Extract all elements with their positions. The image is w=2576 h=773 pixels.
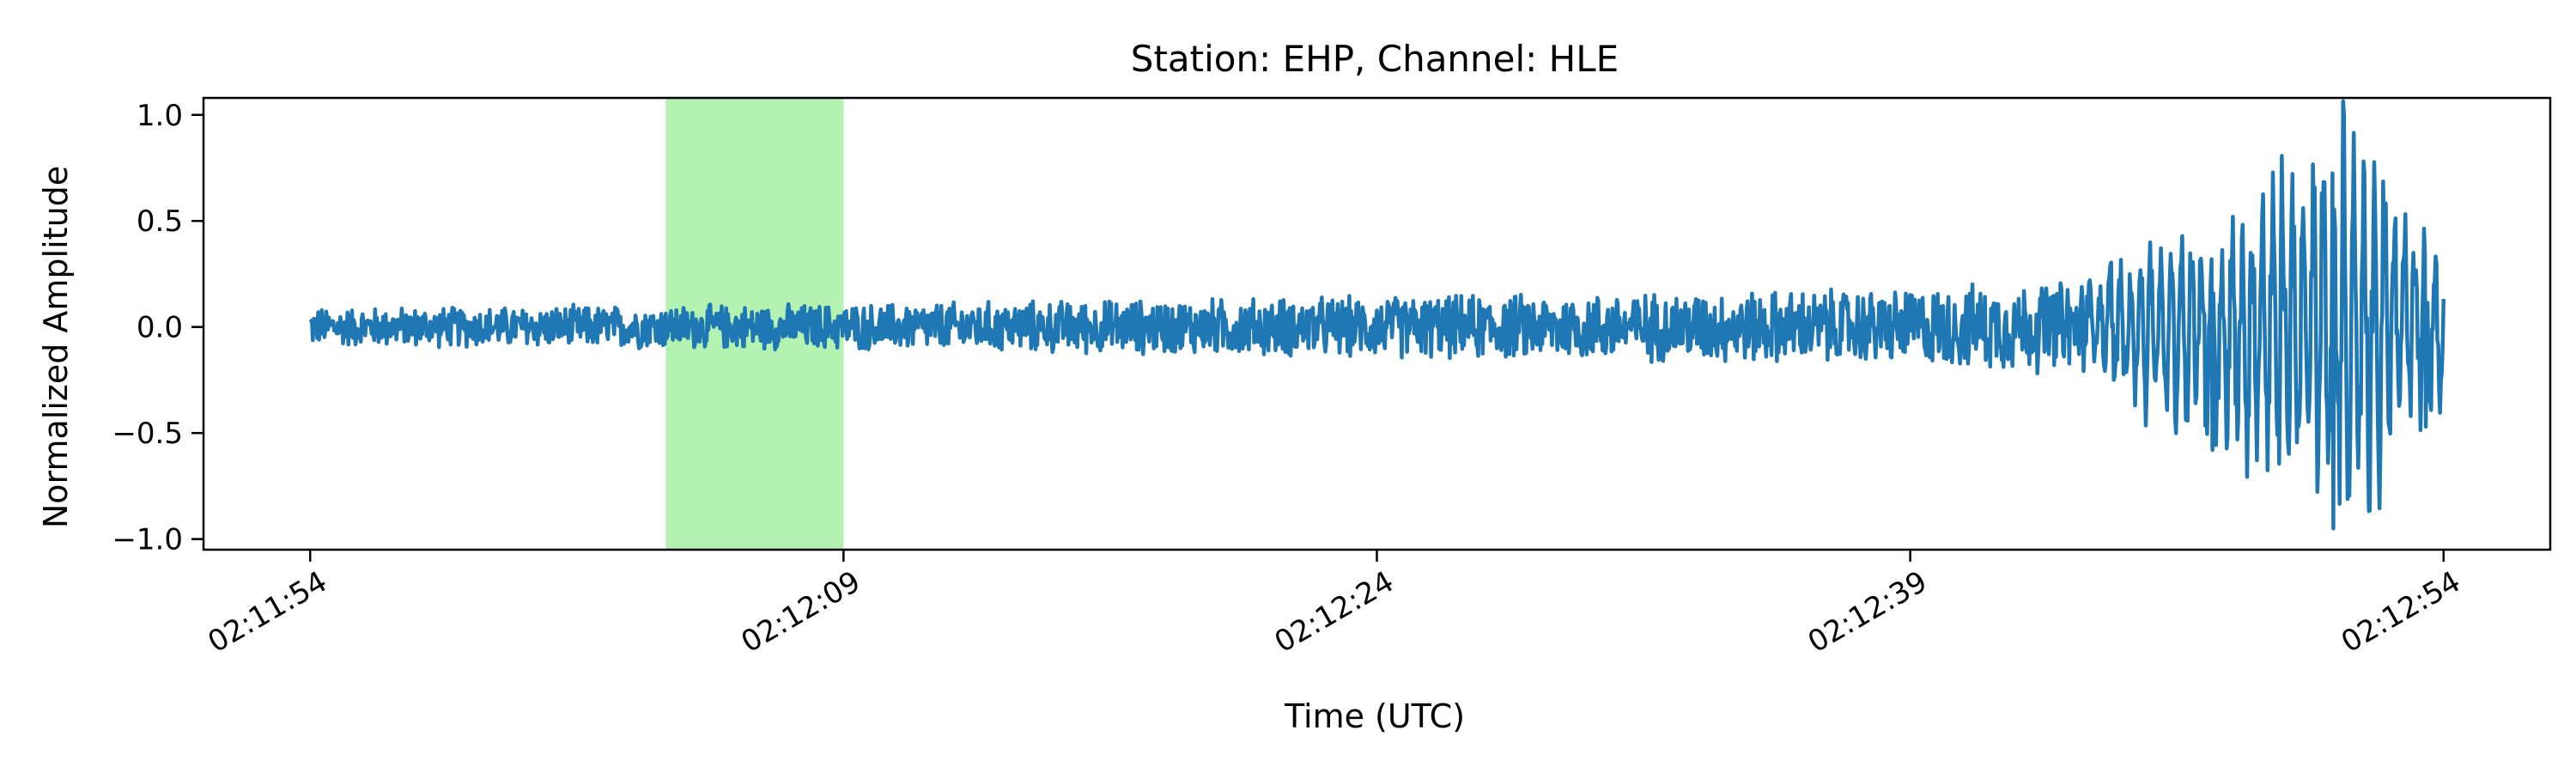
x-tick-label: 02:11:54 [202, 564, 332, 660]
x-tick-label: 02:12:24 [1269, 564, 1400, 660]
x-axis-label: Time (UTC) [1284, 697, 1465, 735]
y-tick-label: −1.0 [112, 523, 183, 557]
x-tick-label: 02:12:54 [2336, 564, 2466, 660]
y-tick-label: −0.5 [112, 417, 183, 451]
y-axis-label: Normalized Amplitude [37, 166, 75, 528]
x-tick-label: 02:12:39 [1802, 564, 1933, 660]
chart-title: Station: EHP, Channel: HLE [1131, 38, 1619, 80]
y-tick-label: 0.5 [137, 204, 183, 239]
x-tick-label: 02:12:09 [736, 564, 866, 660]
y-tick-label: 0.0 [137, 311, 183, 345]
waveform-series-line [308, 99, 2446, 531]
y-tick-label: 1.0 [137, 99, 183, 133]
